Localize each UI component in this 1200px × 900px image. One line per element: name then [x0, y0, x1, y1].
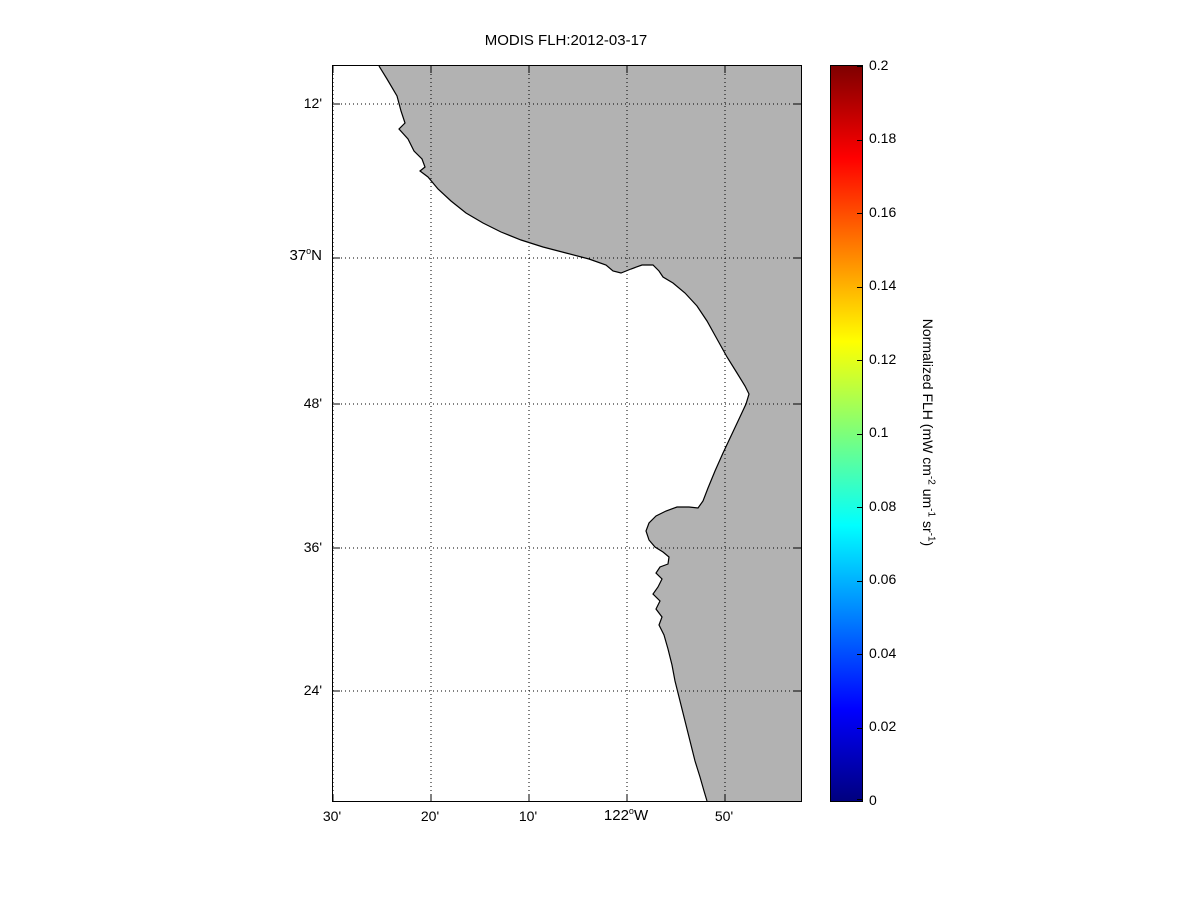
- degree-superscript: o: [306, 246, 312, 256]
- x-tick-label: 20': [385, 807, 475, 825]
- colorbar-axis-label: Normalized FLH (mW cm-2 um-1 sr-1): [915, 65, 941, 800]
- colorbar-tick-mark: [857, 799, 862, 800]
- colorbar-tick-label: 0.08: [869, 498, 897, 514]
- y-tick-text: 48': [303, 395, 322, 411]
- colorbar-tick-label: 0.2: [869, 57, 889, 73]
- y-tick-text: N: [311, 247, 322, 264]
- coastline: [378, 66, 750, 801]
- y-tick-label: 36': [232, 538, 322, 556]
- y-tick-text: 12': [303, 95, 322, 111]
- colorbar-tick-mark: [857, 580, 862, 582]
- unit-superscript: -1: [925, 532, 937, 542]
- x-tick-label: 50': [679, 807, 769, 825]
- colorbar-tick-mark: [857, 139, 862, 141]
- colorbar-tick-label: 0.12: [869, 351, 897, 367]
- colorbar: [830, 65, 863, 802]
- unit-superscript: -1: [925, 508, 937, 518]
- colorbar-tick-label: 0.06: [869, 571, 897, 587]
- map-plot-area: [332, 65, 802, 802]
- colorbar-tick-mark: [857, 727, 862, 729]
- x-tick-text: 50': [714, 808, 734, 824]
- y-tick-text: 37: [289, 247, 307, 264]
- x-tick-text: 10': [518, 808, 538, 824]
- colorbar-tick-label: 0.14: [869, 277, 897, 293]
- colorbar-tick-mark: [857, 286, 862, 288]
- colorbar-tick-label: 0.16: [869, 204, 897, 220]
- y-tick-text: 24': [303, 682, 322, 698]
- land-area: [379, 66, 801, 801]
- x-tick-text: 20': [420, 808, 440, 824]
- colorbar-label-text: um: [920, 484, 936, 509]
- x-tick-text: W: [633, 807, 649, 824]
- chart-title: MODIS FLH:2012-03-17: [484, 32, 648, 49]
- colorbar-tick-mark: [857, 213, 862, 214]
- colorbar-tick-label: 0.02: [869, 718, 897, 734]
- x-tick-text: 30': [322, 808, 342, 824]
- colorbar-label-text: ): [920, 541, 936, 547]
- colorbar-tick-mark: [857, 66, 862, 67]
- y-tick-label: 48': [232, 394, 322, 412]
- colorbar-tick-mark: [857, 360, 862, 361]
- x-tick-label: 10': [483, 807, 573, 825]
- colorbar-tick-label: 0.18: [869, 130, 897, 146]
- colorbar-tick-label: 0.04: [869, 645, 897, 661]
- x-tick-label: 122oW: [581, 807, 671, 825]
- colorbar-tick-label: 0.1: [869, 424, 889, 440]
- colorbar-tick-mark: [857, 507, 862, 508]
- unit-superscript: -2: [925, 475, 937, 485]
- x-tick-label: 30': [287, 807, 377, 825]
- y-tick-label: 37oN: [232, 247, 322, 265]
- x-tick-text: 122: [603, 807, 629, 824]
- y-tick-text: 36': [303, 539, 322, 555]
- map-svg: [333, 66, 801, 801]
- colorbar-tick-mark: [857, 433, 862, 435]
- y-tick-label: 12': [232, 94, 322, 112]
- colorbar-label-text: sr: [920, 517, 936, 533]
- y-tick-label: 24': [232, 681, 322, 699]
- colorbar-tick-label: 0: [869, 792, 877, 808]
- colorbar-tick-mark: [857, 654, 862, 655]
- degree-superscript: o: [628, 806, 634, 816]
- colorbar-label-text: Normalized FLH (mW cm: [920, 318, 936, 476]
